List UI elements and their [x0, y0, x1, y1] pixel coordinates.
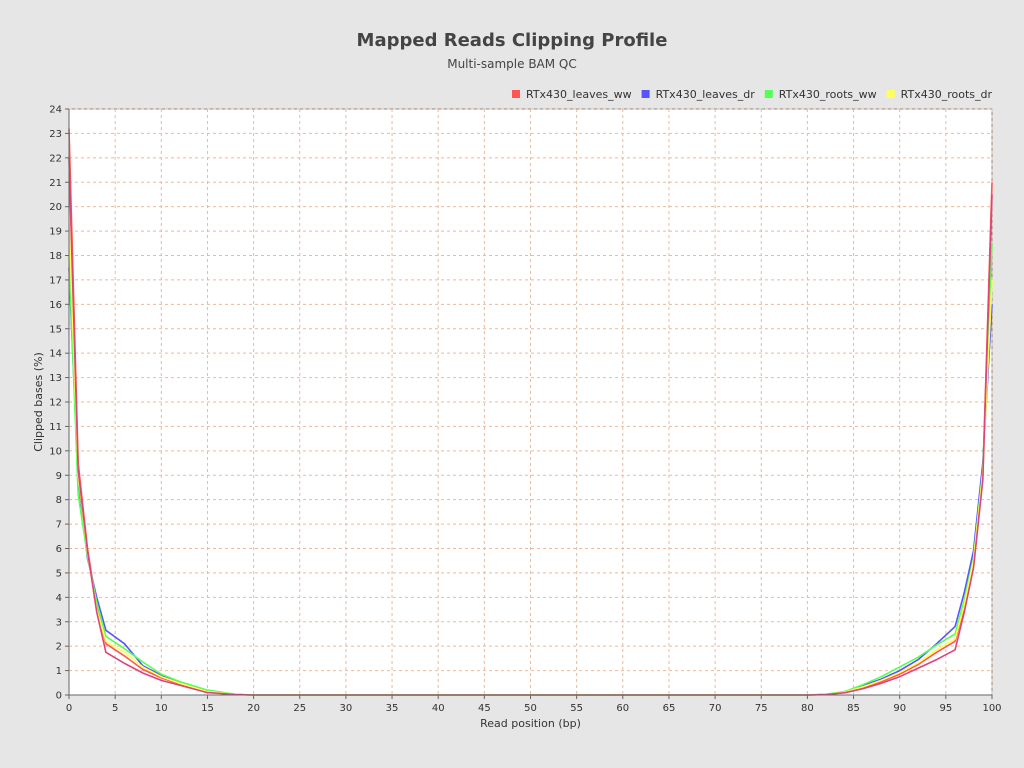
- x-tick-label: 20: [247, 703, 260, 714]
- y-tick-label: 15: [49, 324, 62, 335]
- x-tick-label: 45: [478, 703, 491, 714]
- y-tick-label: 18: [49, 251, 62, 262]
- x-tick-label: 0: [66, 703, 72, 714]
- x-tick-label: 40: [432, 703, 445, 714]
- x-tick-label: 15: [201, 703, 214, 714]
- y-tick-label: 7: [56, 520, 62, 531]
- legend-swatch: [764, 90, 773, 98]
- axes: 0 5 10 15 20 25 30 35 40 45 50 55 60 65 70 75 80 85 90 95 10…: [49, 105, 1001, 715]
- y-tick-label: 9: [56, 471, 62, 482]
- y-tick-label: 10: [49, 446, 62, 457]
- y-tick-label: 21: [49, 178, 62, 189]
- legend-label: RTx430_leaves_ww: [526, 88, 632, 101]
- x-tick-label: 90: [893, 703, 906, 714]
- y-tick-label: 0: [56, 691, 62, 702]
- y-tick-label: 1: [56, 666, 62, 677]
- x-tick-label: 10: [155, 703, 168, 714]
- chart-title: Mapped Reads Clipping Profile: [356, 30, 668, 51]
- y-tick-label: 6: [56, 544, 62, 555]
- x-tick-label: 75: [755, 703, 768, 714]
- legend: RTx430_leaves_ww RTx430_leaves_dr RTx430_r…: [511, 88, 993, 101]
- y-tick-label: 12: [49, 398, 62, 409]
- y-tick-label: 13: [49, 373, 62, 384]
- y-tick-label: 17: [49, 275, 62, 286]
- legend-label: RTx430_roots_ww: [779, 88, 877, 101]
- y-tick-label: 14: [49, 349, 62, 360]
- x-axis-label: Read position (bp): [480, 717, 581, 730]
- y-axis-label: Clipped bases (%): [32, 352, 45, 452]
- x-tick-label: 50: [524, 703, 537, 714]
- x-tick-label: 5: [112, 703, 118, 714]
- legend-label: RTx430_leaves_dr: [656, 88, 756, 101]
- x-tick-label: 70: [709, 703, 722, 714]
- x-tick-label: 65: [663, 703, 676, 714]
- y-tick-label: 11: [49, 422, 62, 433]
- y-tick-label: 16: [49, 300, 62, 311]
- y-tick-label: 5: [56, 568, 62, 579]
- y-tick-label: 23: [49, 129, 62, 140]
- y-tick-label: 24: [49, 105, 62, 116]
- y-tick-label: 8: [56, 495, 62, 506]
- x-tick-label: 25: [293, 703, 306, 714]
- legend-label: RTx430_roots_dr: [901, 88, 993, 101]
- y-tick-label: 22: [49, 153, 62, 164]
- x-tick-label: 80: [801, 703, 814, 714]
- legend-swatch: [511, 90, 520, 98]
- y-tick-label: 19: [49, 227, 62, 238]
- y-tick-label: 20: [49, 202, 62, 213]
- x-tick-label: 35: [386, 703, 399, 714]
- x-tick-label: 30: [340, 703, 353, 714]
- x-tick-label: 85: [847, 703, 860, 714]
- legend-swatch: [641, 90, 650, 98]
- y-tick-label: 4: [56, 593, 62, 604]
- x-tick-label: 60: [616, 703, 629, 714]
- x-tick-label: 55: [570, 703, 583, 714]
- y-tick-label: 3: [56, 617, 62, 628]
- x-tick-label: 100: [982, 703, 1001, 714]
- y-tick-label: 2: [56, 642, 62, 653]
- legend-swatch: [886, 90, 895, 98]
- chart-subtitle: Multi-sample BAM QC: [447, 57, 577, 71]
- x-tick-label: 95: [939, 703, 952, 714]
